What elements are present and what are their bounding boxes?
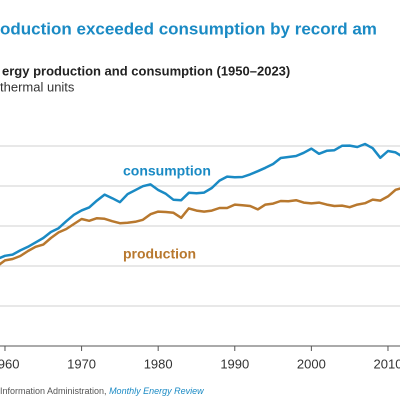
x-tick-label: 1980: [144, 356, 173, 371]
chart-subtitle: ergy production and consumption (1950–20…: [2, 63, 290, 78]
source-publication: Monthly Energy Review: [109, 386, 204, 396]
series-label: production: [123, 246, 196, 262]
line-consumption: [0, 142, 400, 260]
x-tick-label: 2010: [374, 356, 400, 371]
plot-area: [0, 142, 400, 347]
source-text: Information Administration,: [0, 386, 109, 396]
series-label: consumption: [123, 163, 211, 179]
x-tick-label: 1970: [67, 356, 96, 371]
x-tick-label: 1960: [0, 356, 19, 371]
x-tick-label: 1990: [220, 356, 249, 371]
unit-label: thermal units: [0, 79, 75, 94]
line-production: [0, 187, 400, 266]
source: Information Administration, Monthly Ener…: [0, 386, 204, 396]
chart-title: oduction exceeded consumption by record …: [0, 19, 377, 38]
x-tick-label: 2000: [297, 356, 326, 371]
